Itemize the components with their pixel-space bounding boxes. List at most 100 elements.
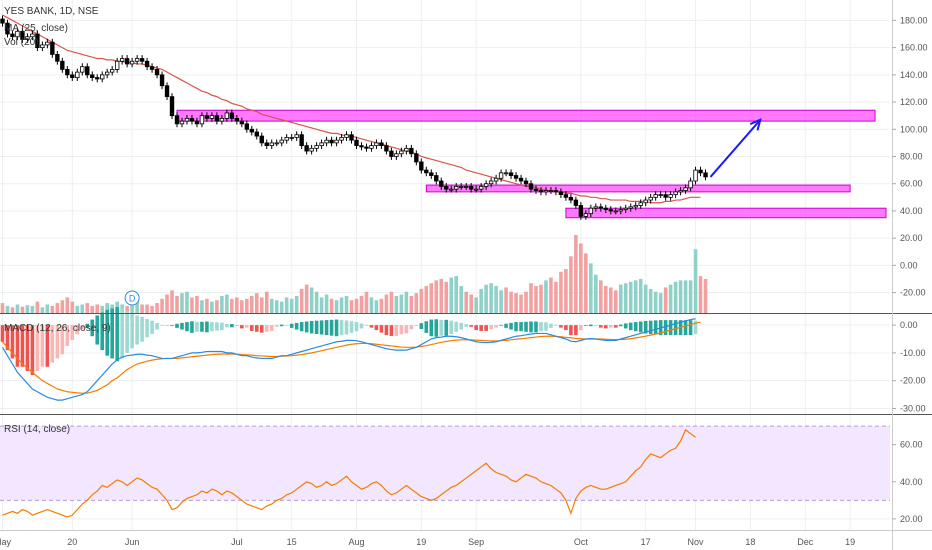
macd-histogram-bar: [683, 320, 688, 336]
macd-histogram-bar: [130, 313, 134, 349]
rsi-tick-label: 40.00: [900, 477, 923, 487]
candle-body: [90, 74, 95, 78]
macd-histogram-bar: [449, 320, 454, 334]
volume-bar: [584, 253, 588, 313]
candle-body: [384, 145, 389, 152]
macd-histogram-bar: [454, 321, 459, 332]
macd-histogram-bar: [344, 320, 349, 335]
volume-bar: [45, 304, 50, 313]
zone-rect: [565, 207, 887, 219]
candle-body: [683, 187, 688, 191]
candle-body: [309, 147, 314, 152]
volume-bar: [379, 298, 384, 313]
macd-tick-label: -10.00: [900, 348, 926, 358]
macd-histogram-bar: [354, 322, 359, 332]
macd-histogram-bar: [170, 325, 174, 326]
candle-body: [379, 142, 384, 147]
candle-body: [468, 186, 474, 190]
volume-bar: [429, 283, 434, 313]
candle-body: [229, 112, 235, 119]
candle-body: [653, 194, 658, 198]
macd-histogram-bar: [140, 316, 144, 342]
macd-histogram-bar: [444, 319, 449, 336]
volume-bar: [230, 298, 234, 313]
candle-body: [294, 134, 299, 138]
candle-body: [184, 117, 190, 122]
volume-bar: [10, 307, 15, 313]
rsi-legend[interactable]: RSI (14, close): [4, 424, 70, 435]
volume-bar: [40, 307, 45, 313]
candle-body: [239, 120, 245, 125]
dividend-marker[interactable]: D: [124, 290, 140, 306]
macd-histogram-bar: [544, 322, 548, 331]
ma-legend[interactable]: MA (25, close): [4, 23, 68, 34]
candle-body: [319, 142, 324, 147]
volume-bar: [190, 297, 194, 313]
macd-histogram-bar: [165, 325, 169, 326]
candle-body: [688, 180, 693, 189]
macd-histogram-bar: [554, 324, 558, 326]
x-tick-label: Nov: [688, 537, 705, 547]
volume-bar: [549, 277, 553, 313]
candle-body: [15, 30, 20, 38]
macd-histogram-bar: [434, 319, 439, 337]
candle-body: [129, 60, 135, 65]
rsi-pane: [0, 425, 890, 518]
price-tick-label: 100.00: [900, 124, 928, 134]
volume-bar: [369, 297, 374, 313]
volume-legend[interactable]: Vol (20): [4, 37, 38, 48]
macd-histogram-bar: [10, 325, 15, 359]
candle-body: [75, 71, 80, 78]
candle-body: [678, 190, 683, 193]
volume-bar: [404, 291, 409, 313]
macd-histogram-bar: [259, 325, 264, 333]
macd-histogram-bar: [489, 325, 493, 330]
volume-bar: [210, 301, 214, 313]
candle-body: [20, 30, 25, 40]
macd-legend[interactable]: MACD (12, 26, close, 9): [4, 323, 111, 334]
macd-histogram-bar: [394, 325, 399, 336]
candle-body: [598, 206, 604, 209]
candle-body: [45, 41, 50, 46]
volume-bar: [225, 294, 229, 313]
macd-histogram-bar: [339, 320, 344, 336]
macd-histogram-bar: [279, 324, 284, 327]
candle-body: [424, 169, 429, 174]
volume-bar: [170, 290, 174, 313]
macd-histogram-bar: [399, 325, 404, 335]
candle-body: [414, 153, 419, 163]
candle-body: [224, 112, 230, 119]
price-pane: D: [0, 14, 887, 313]
volume-bar: [339, 297, 344, 313]
candle-body: [523, 180, 529, 185]
macd-histogram-bar: [514, 322, 518, 332]
volume-bar: [534, 286, 538, 313]
macd-histogram-bar: [304, 321, 309, 333]
volume-bar: [454, 276, 459, 313]
volume-bar: [574, 235, 578, 313]
macd-histogram-bar: [5, 325, 10, 351]
candle-body: [209, 115, 215, 119]
macd-histogram-bar: [668, 320, 673, 336]
price-tick-label: 120.00: [900, 97, 928, 107]
volume-bar: [294, 295, 299, 313]
candle-body: [0, 18, 5, 24]
volume-bar: [90, 305, 95, 313]
candle-body: [289, 137, 294, 139]
candle-body: [369, 145, 374, 149]
macd-histogram-bar: [648, 320, 653, 334]
volume-bar: [444, 281, 449, 313]
macd-histogram-bar: [90, 319, 95, 337]
volume-bar: [334, 300, 339, 313]
macd-histogram-bar: [504, 323, 508, 328]
volume-bar: [80, 304, 85, 313]
macd-histogram-bar: [120, 308, 124, 359]
candle-body: [164, 85, 170, 98]
volume-bar: [249, 295, 254, 313]
candle-body: [30, 33, 35, 38]
macd-tick-label: -30.00: [900, 403, 926, 413]
candle-body: [169, 96, 175, 117]
macd-histogram-bar: [414, 325, 419, 326]
macd-histogram-bar: [175, 323, 179, 328]
volume-bar: [514, 293, 518, 313]
